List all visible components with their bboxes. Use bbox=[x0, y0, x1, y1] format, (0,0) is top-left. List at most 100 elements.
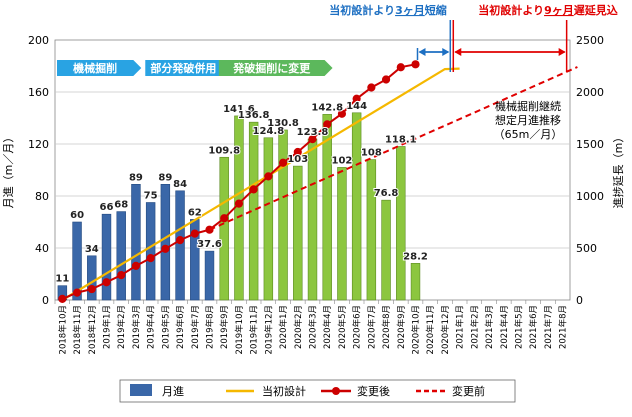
legend-label: 月進 bbox=[162, 385, 184, 398]
bar-value-label: 118.1 bbox=[385, 134, 417, 145]
x-tick-label: 2019年4月 bbox=[146, 305, 157, 349]
series-marker bbox=[381, 75, 391, 84]
y-left-axis-label: 月進（m／月） bbox=[2, 132, 15, 209]
series-marker bbox=[131, 261, 141, 270]
bar-monthly bbox=[278, 129, 288, 301]
series-marker bbox=[117, 271, 126, 280]
bar-value-label: 89 bbox=[129, 172, 143, 183]
bar-monthly bbox=[351, 112, 362, 301]
bar-value-label: 34 bbox=[85, 244, 99, 255]
y-left-tick: 0 bbox=[42, 294, 49, 307]
phase-arrow bbox=[57, 60, 142, 76]
phase-label: 部分発破併用 bbox=[150, 61, 216, 75]
shorten-label-em: 3ヶ月 bbox=[395, 4, 425, 17]
x-tick-label: 2019年1月 bbox=[102, 305, 113, 349]
series-line-0 bbox=[61, 67, 460, 301]
series-marker bbox=[323, 120, 332, 129]
bar-value-label: 124.8 bbox=[253, 126, 285, 137]
series-marker bbox=[249, 185, 258, 194]
x-tick-label: 2021年3月 bbox=[484, 305, 495, 349]
bar-monthly bbox=[337, 167, 347, 301]
bar-value-label: 75 bbox=[144, 191, 158, 202]
bar-monthly bbox=[145, 202, 156, 301]
x-tick-label: 2019年12月 bbox=[263, 305, 274, 354]
bar-value-label: 130.8 bbox=[267, 118, 299, 129]
bar-monthly bbox=[293, 165, 303, 301]
series-marker bbox=[146, 253, 155, 263]
bar-monthly bbox=[219, 156, 229, 301]
x-tick-label: 2020年9月 bbox=[396, 305, 407, 349]
legend-swatch-marker bbox=[332, 387, 340, 395]
bar-monthly bbox=[116, 211, 126, 301]
x-tick-label: 2020年12月 bbox=[440, 305, 451, 354]
x-tick-label: 2021年1月 bbox=[455, 305, 466, 349]
x-tick-label: 2019年7月 bbox=[190, 305, 201, 349]
legend-box bbox=[119, 379, 516, 403]
series-line-2 bbox=[209, 66, 578, 231]
x-tick-label: 2019年8月 bbox=[205, 305, 216, 349]
bar-monthly bbox=[263, 137, 274, 301]
y-right-tick: 0 bbox=[576, 294, 583, 307]
y-left-tick: 200 bbox=[28, 34, 49, 47]
x-tick-label: 2021年8月 bbox=[558, 305, 569, 349]
x-tick-label: 2021年6月 bbox=[528, 305, 539, 349]
bar-value-label: 123.8 bbox=[297, 127, 329, 138]
series-marker bbox=[337, 109, 347, 118]
x-tick-label: 2020年1月 bbox=[278, 305, 289, 349]
series-marker bbox=[87, 284, 96, 294]
bar-value-label: 89 bbox=[158, 172, 172, 183]
series-marker bbox=[367, 83, 376, 92]
legend-label: 当初設計 bbox=[262, 384, 306, 398]
x-tick-label: 2019年2月 bbox=[116, 305, 127, 349]
x-tick-label: 2021年2月 bbox=[469, 305, 480, 349]
phase-label: 機械掘削 bbox=[73, 61, 117, 75]
bar-monthly bbox=[72, 221, 82, 301]
bar-value-label: 76.8 bbox=[374, 188, 399, 199]
note-line: （65m／月） bbox=[494, 128, 563, 141]
delay-label-suffix: 遅延見込 bbox=[574, 3, 618, 17]
shorten-label: 当初設計より3ヶ月短縮 bbox=[329, 3, 446, 17]
shorten-arrow-head bbox=[442, 48, 450, 56]
bar-monthly bbox=[204, 250, 215, 301]
series-marker bbox=[234, 199, 244, 208]
delay-label: 当初設計より9ヶ月遅延見込 bbox=[478, 3, 617, 17]
bar-value-label: 68 bbox=[114, 200, 128, 211]
y-right-tick: 1000 bbox=[576, 190, 604, 203]
bar-monthly bbox=[87, 255, 97, 301]
shorten-arrow-head bbox=[418, 48, 426, 56]
bar-monthly bbox=[381, 199, 391, 301]
bar-value-label: 108 bbox=[361, 148, 382, 159]
bar-monthly bbox=[307, 138, 318, 301]
bar-value-label: 136.8 bbox=[238, 110, 270, 121]
x-tick-label: 2020年3月 bbox=[308, 305, 319, 349]
series-marker bbox=[190, 229, 199, 238]
x-tick-label: 2021年5月 bbox=[514, 305, 525, 349]
series-marker bbox=[175, 235, 185, 245]
series-marker bbox=[308, 135, 317, 144]
x-tick-label: 2021年4月 bbox=[499, 305, 510, 349]
phase-label: 発破掘削に変更 bbox=[232, 61, 311, 75]
y-left-tick: 40 bbox=[35, 242, 49, 255]
series-marker bbox=[220, 214, 229, 223]
x-tick-label: 2018年11月 bbox=[72, 305, 83, 354]
series-marker bbox=[161, 244, 170, 253]
bar-value-label: 102 bbox=[331, 155, 352, 166]
x-tick-label: 2019年10月 bbox=[234, 305, 245, 354]
series-marker bbox=[396, 63, 405, 72]
bar-monthly bbox=[131, 184, 141, 301]
x-tick-label: 2019年3月 bbox=[131, 305, 142, 349]
x-tick-label: 2018年12月 bbox=[87, 305, 98, 354]
legend-label: 変更後 bbox=[357, 384, 390, 398]
x-tick-label: 2020年10月 bbox=[411, 305, 422, 354]
series-marker bbox=[58, 294, 67, 303]
bar-value-label: 144 bbox=[346, 101, 367, 112]
y-left-tick: 80 bbox=[35, 190, 49, 203]
bar-monthly bbox=[101, 213, 112, 301]
y-right-tick: 1500 bbox=[576, 138, 604, 151]
y-right-axis-label: 進捗延長（m） bbox=[611, 132, 625, 209]
bar-value-label: 84 bbox=[173, 179, 187, 190]
bar-value-label: 11 bbox=[55, 274, 69, 285]
delay-label-prefix: 当初設計より bbox=[478, 3, 544, 17]
bar-value-label: 62 bbox=[188, 207, 202, 218]
